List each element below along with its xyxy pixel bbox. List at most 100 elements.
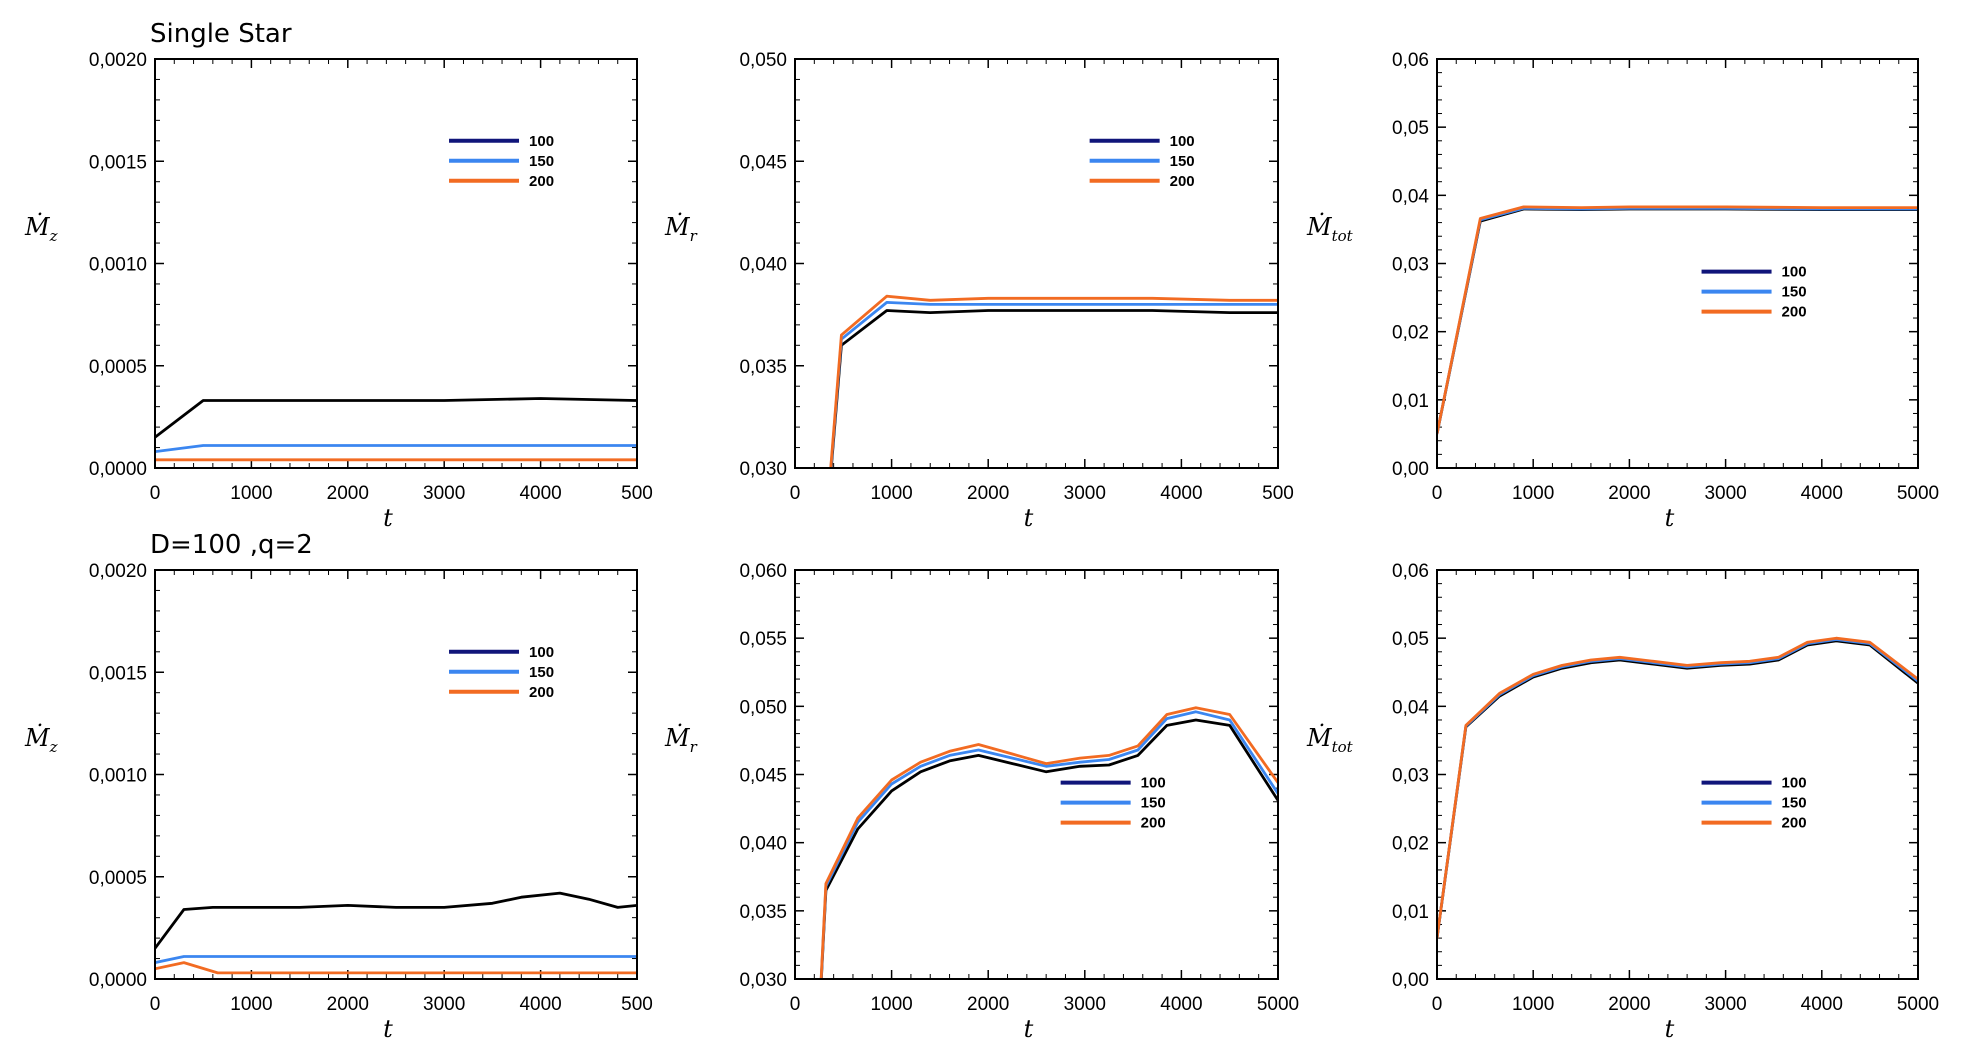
x-tick-label: 4000 bbox=[1160, 483, 1202, 504]
y-axis-label: Ṁtot bbox=[1306, 212, 1354, 245]
x-axis-label: t bbox=[1024, 504, 1034, 532]
series-group bbox=[155, 891, 637, 975]
legend-label-100: 100 bbox=[1782, 264, 1807, 281]
y-tick-label: 0,00 bbox=[1392, 970, 1429, 991]
legend: 100 150 200 bbox=[449, 133, 554, 190]
chart-panel-1: 0 1000 2000 3000 4000 500 0,0000 0,0005 0,0010 0,… bbox=[24, 50, 653, 532]
legend-label-150: 150 bbox=[529, 664, 554, 681]
x-axis-label: t bbox=[1665, 504, 1675, 532]
series-line-100 bbox=[155, 891, 637, 950]
y-tick-label: 0,050 bbox=[739, 697, 787, 718]
x-tick-label: 500 bbox=[621, 483, 653, 504]
y-axis-label: Ṁr bbox=[664, 723, 698, 756]
legend-label-200: 200 bbox=[529, 684, 554, 701]
x-tick-label: 3000 bbox=[1064, 994, 1106, 1015]
x-tick-label: 3000 bbox=[423, 994, 465, 1015]
legend-label-200: 200 bbox=[1170, 173, 1195, 190]
series-line-100 bbox=[155, 397, 637, 439]
y-tick-label: 0,05 bbox=[1392, 118, 1429, 139]
x-axis-label: t bbox=[1024, 1015, 1034, 1043]
legend: 100 150 200 bbox=[1089, 133, 1195, 190]
legend: 100 150 200 bbox=[1701, 775, 1807, 832]
series-line-150 bbox=[155, 955, 637, 964]
x-axis-label: t bbox=[383, 1015, 393, 1043]
y-axis-label: Ṁz bbox=[24, 723, 58, 756]
y-tick-label: 0,0010 bbox=[89, 255, 147, 276]
x-tick-label: 1000 bbox=[1512, 994, 1554, 1015]
series-line-100 bbox=[819, 718, 1278, 979]
panels: 0 1000 2000 3000 4000 500 0,0000 0,0005 0,0010 0,… bbox=[24, 50, 1939, 1043]
legend-label-150: 150 bbox=[1782, 795, 1807, 812]
legend: 100 150 200 bbox=[1060, 775, 1166, 832]
x-tick-label: 4000 bbox=[519, 483, 561, 504]
series-group bbox=[819, 706, 1278, 979]
legend-label-200: 200 bbox=[1782, 304, 1807, 321]
x-tick-label: 3000 bbox=[1704, 994, 1746, 1015]
x-tick-label: 0 bbox=[790, 483, 801, 504]
x-tick-label: 4000 bbox=[1801, 994, 1843, 1015]
x-tick-label: 1000 bbox=[870, 483, 912, 504]
chart-panel-4: 0 1000 2000 3000 4000 500 0,0000 0,0005 0,0010 0,… bbox=[24, 561, 653, 1043]
x-tick-label: 1000 bbox=[870, 994, 912, 1015]
y-tick-label: 0,030 bbox=[739, 459, 787, 480]
y-tick-label: 0,03 bbox=[1392, 766, 1429, 787]
x-tick-label: 1000 bbox=[230, 994, 272, 1015]
x-axis-label: t bbox=[383, 504, 393, 532]
legend-label-150: 150 bbox=[1170, 153, 1195, 170]
legend-label-100: 100 bbox=[1782, 775, 1807, 792]
plot-frame bbox=[794, 569, 1279, 980]
plot-frame bbox=[794, 58, 1279, 469]
legend-label-100: 100 bbox=[529, 644, 554, 661]
x-tick-label: 4000 bbox=[1160, 994, 1202, 1015]
x-tick-label: 2000 bbox=[967, 994, 1009, 1015]
series-group bbox=[1437, 636, 1918, 939]
y-tick-label: 0,060 bbox=[739, 561, 787, 582]
legend: 100 150 200 bbox=[1701, 264, 1807, 321]
series-line-200 bbox=[155, 961, 637, 975]
y-tick-label: 0,04 bbox=[1392, 186, 1429, 207]
row-title-binary: D=100 ,q=2 bbox=[150, 530, 313, 560]
y-tick-label: 0,035 bbox=[739, 357, 787, 378]
y-tick-label: 0,0000 bbox=[89, 459, 147, 480]
series-group bbox=[829, 294, 1278, 468]
series-group bbox=[1437, 205, 1918, 435]
y-tick-label: 0,0015 bbox=[89, 663, 147, 684]
legend-label-150: 150 bbox=[529, 153, 554, 170]
legend-label-150: 150 bbox=[1782, 284, 1807, 301]
series-line-200 bbox=[819, 706, 1278, 979]
y-axis-label: Ṁr bbox=[664, 212, 698, 245]
series-line-200 bbox=[1437, 636, 1918, 939]
y-tick-label: 0,05 bbox=[1392, 629, 1429, 650]
plot-frame bbox=[154, 569, 638, 980]
x-tick-label: 500 bbox=[1262, 483, 1294, 504]
legend-label-100: 100 bbox=[1170, 133, 1195, 150]
y-axis-label: Ṁz bbox=[24, 212, 58, 245]
legend-label-200: 200 bbox=[1141, 815, 1166, 832]
y-tick-label: 0,0005 bbox=[89, 357, 147, 378]
y-tick-label: 0,050 bbox=[739, 50, 787, 71]
y-tick-label: 0,0020 bbox=[89, 561, 147, 582]
series-line-150 bbox=[1437, 206, 1918, 435]
x-tick-label: 3000 bbox=[423, 483, 465, 504]
series-line-200 bbox=[1437, 205, 1918, 435]
x-tick-label: 2000 bbox=[327, 994, 369, 1015]
y-tick-label: 0,01 bbox=[1392, 391, 1429, 412]
x-tick-label: 2000 bbox=[967, 483, 1009, 504]
chart-panel-3: 0 1000 2000 3000 4000 5000 0,00 0,01 0,02 0,03 0,0… bbox=[1306, 50, 1939, 532]
x-tick-label: 3000 bbox=[1064, 483, 1106, 504]
x-axis-label: t bbox=[1665, 1015, 1675, 1043]
x-tick-label: 2000 bbox=[1608, 994, 1650, 1015]
legend-label-150: 150 bbox=[1141, 795, 1166, 812]
y-tick-label: 0,0010 bbox=[89, 766, 147, 787]
series-line-150 bbox=[819, 710, 1278, 979]
x-tick-label: 2000 bbox=[327, 483, 369, 504]
series-line-150 bbox=[829, 300, 1278, 468]
row-title-single-star: Single Star bbox=[150, 19, 292, 49]
y-tick-label: 0,06 bbox=[1392, 50, 1429, 71]
y-tick-label: 0,045 bbox=[739, 152, 787, 173]
y-tick-label: 0,040 bbox=[739, 255, 787, 276]
plot-frame bbox=[1436, 58, 1919, 469]
series-group bbox=[155, 397, 637, 462]
series-line-100 bbox=[1437, 639, 1918, 939]
